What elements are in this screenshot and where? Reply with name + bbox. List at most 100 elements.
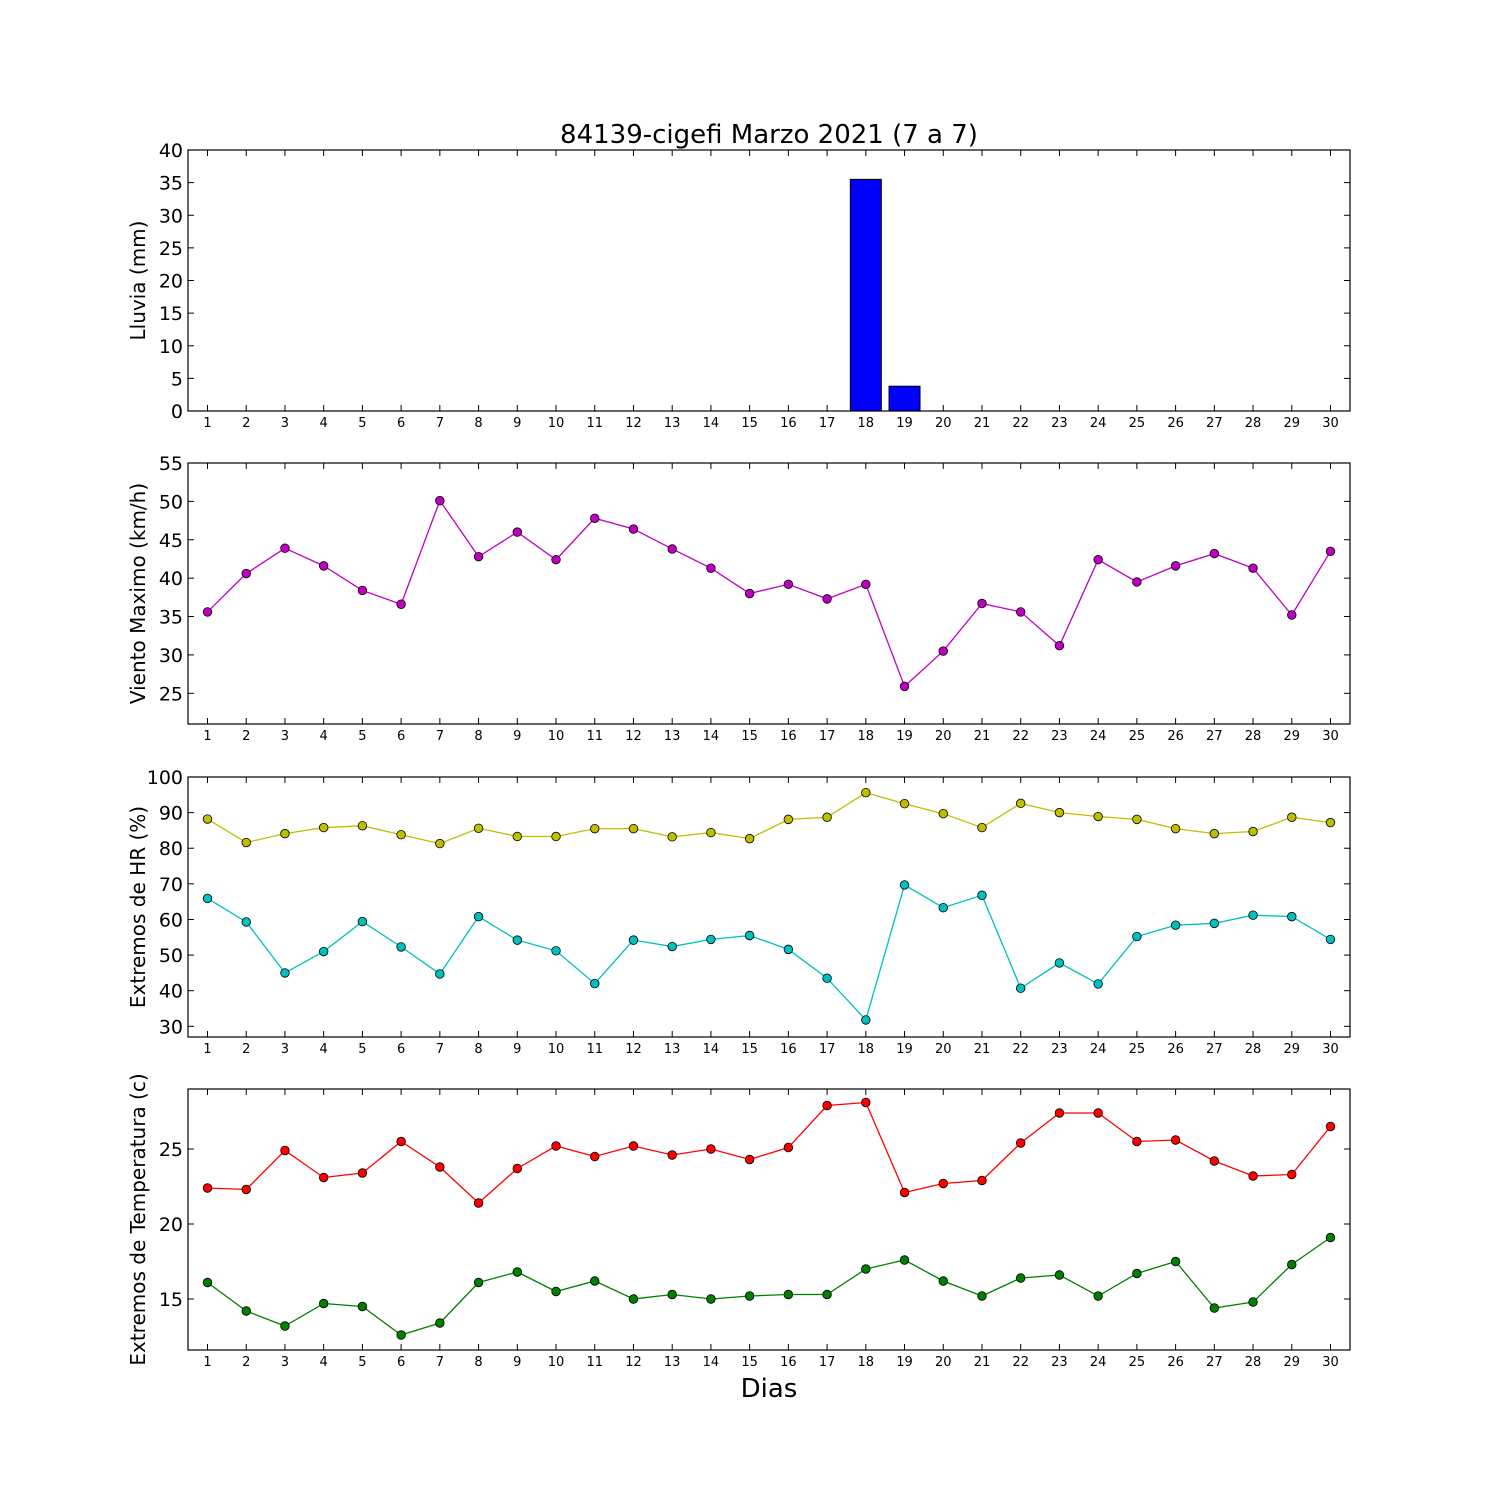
x-tick-label: 6 xyxy=(397,1355,405,1370)
y-tick-label: 80 xyxy=(159,838,183,860)
x-tick-label: 5 xyxy=(358,416,366,431)
x-tick-label: 14 xyxy=(703,1355,720,1370)
data-point xyxy=(1248,826,1258,837)
x-tick-label: 15 xyxy=(741,1355,758,1370)
x-tick-label: 10 xyxy=(548,1355,565,1370)
data-point xyxy=(977,598,987,609)
plot-frame xyxy=(187,149,1351,412)
x-tick-label: 16 xyxy=(780,1355,797,1370)
x-tick-label: 24 xyxy=(1090,1042,1107,1057)
x-tick-label: 21 xyxy=(974,729,991,744)
x-tick-label: 19 xyxy=(896,1042,913,1057)
data-point xyxy=(628,935,639,945)
x-tick-label: 20 xyxy=(935,1355,952,1370)
x-tick-label: 4 xyxy=(320,1042,328,1057)
y-tick-label: 60 xyxy=(159,909,183,931)
data-point xyxy=(1132,1136,1142,1147)
series-line xyxy=(207,1236,1331,1336)
data-point xyxy=(435,1318,445,1328)
data-point xyxy=(396,829,406,840)
x-tick-label: 26 xyxy=(1167,1042,1184,1057)
x-tick-label: 29 xyxy=(1284,729,1301,744)
data-point xyxy=(822,594,832,604)
data-point xyxy=(396,1136,406,1147)
data-point xyxy=(435,495,445,506)
x-tick-label: 6 xyxy=(397,1042,405,1057)
y-axis-label: Extremos de Temperatura (c) xyxy=(126,1073,150,1365)
y-tick-label: 5 xyxy=(171,368,183,390)
x-tick-label: 13 xyxy=(664,1355,681,1370)
y-tick-label: 40 xyxy=(159,981,183,1003)
data-point xyxy=(202,1183,213,1193)
x-tick-label: 2 xyxy=(242,416,250,431)
x-tick-label: 8 xyxy=(474,729,482,744)
data-point xyxy=(861,1097,871,1108)
data-point xyxy=(512,935,522,945)
data-point xyxy=(590,1276,600,1286)
data-point xyxy=(822,1100,832,1111)
x-tick-label: 23 xyxy=(1051,416,1068,431)
data-point xyxy=(396,599,406,609)
data-point xyxy=(822,812,832,822)
x-tick-label: 23 xyxy=(1051,729,1068,744)
data-point xyxy=(590,823,600,834)
x-tick-label: 1 xyxy=(203,729,211,744)
x-tick-label: 29 xyxy=(1284,1355,1301,1370)
y-tick-label: 30 xyxy=(159,205,183,227)
data-point xyxy=(551,555,561,565)
data-point xyxy=(1054,1270,1065,1280)
data-point xyxy=(318,1298,329,1309)
data-point xyxy=(977,890,987,900)
y-tick-label: 0 xyxy=(171,401,183,423)
y-tick-label: 70 xyxy=(159,874,183,896)
x-tick-label: 1 xyxy=(203,416,211,431)
data-point xyxy=(628,823,639,834)
data-point xyxy=(977,822,987,833)
rain-bar xyxy=(849,178,882,412)
data-point xyxy=(1093,979,1103,989)
data-point xyxy=(1016,798,1026,809)
data-point xyxy=(1248,1297,1258,1307)
data-point xyxy=(667,941,677,952)
data-point xyxy=(861,787,871,798)
data-point xyxy=(551,831,561,842)
x-tick-label: 9 xyxy=(513,1355,521,1370)
data-point xyxy=(1287,1259,1297,1270)
data-point xyxy=(280,543,290,553)
data-point xyxy=(590,1151,600,1162)
x-tick-label: 13 xyxy=(664,416,681,431)
x-tick-label: 16 xyxy=(780,416,797,431)
x-tick-label: 25 xyxy=(1129,416,1146,431)
data-point xyxy=(241,1306,251,1316)
data-point xyxy=(1170,561,1181,571)
x-tick-label: 12 xyxy=(625,416,642,431)
x-tick-label: 17 xyxy=(819,416,836,431)
x-tick-label: 11 xyxy=(586,729,603,744)
x-tick-label: 17 xyxy=(819,1355,836,1370)
x-tick-label: 26 xyxy=(1167,416,1184,431)
series-line xyxy=(207,499,1332,688)
chart-title: 84139-cigefi Marzo 2021 (7 a 7) xyxy=(560,120,978,150)
y-tick-label: 50 xyxy=(159,945,183,967)
x-tick-label: 8 xyxy=(474,1355,482,1370)
x-tick-label: 3 xyxy=(281,1355,289,1370)
x-tick-label: 30 xyxy=(1322,416,1339,431)
x-tick-label: 22 xyxy=(1012,1042,1029,1057)
x-tick-label: 3 xyxy=(281,729,289,744)
data-point xyxy=(512,831,522,842)
x-tick-label: 19 xyxy=(896,729,913,744)
data-point xyxy=(744,833,755,844)
x-tick-label: 14 xyxy=(703,1042,720,1057)
x-tick-label: 28 xyxy=(1245,416,1262,431)
x-tick-label: 15 xyxy=(741,1042,758,1057)
y-tick-label: 15 xyxy=(159,1289,183,1311)
data-point xyxy=(628,524,639,534)
y-tick-label: 30 xyxy=(159,1016,183,1038)
data-point xyxy=(473,551,484,562)
data-point xyxy=(357,821,368,831)
x-tick-label: 10 xyxy=(548,729,565,744)
x-tick-label: 21 xyxy=(974,416,991,431)
data-point xyxy=(1132,814,1142,825)
y-tick-label: 90 xyxy=(159,803,183,825)
data-point xyxy=(396,942,406,952)
